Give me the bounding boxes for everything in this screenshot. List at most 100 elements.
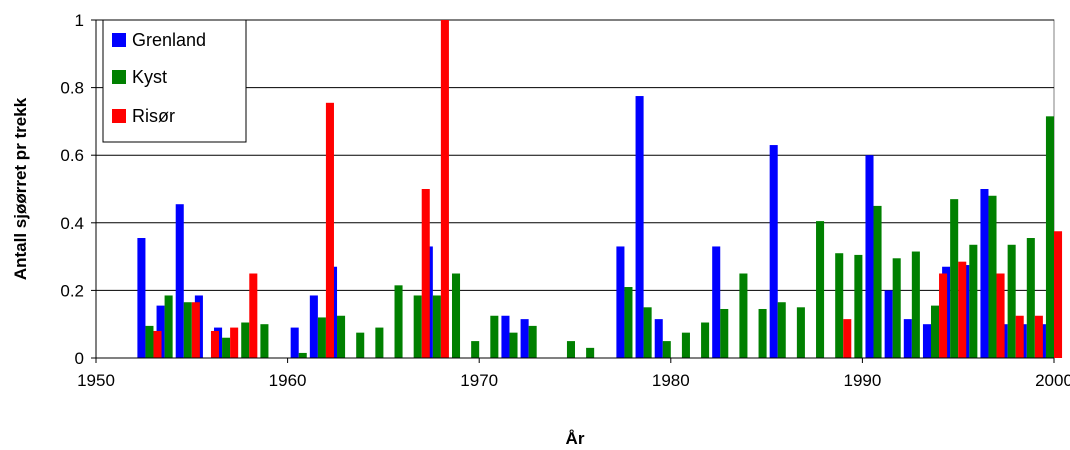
bar bbox=[835, 253, 844, 358]
bar bbox=[421, 189, 430, 358]
bar bbox=[930, 305, 940, 358]
bar bbox=[1034, 315, 1043, 358]
bar bbox=[153, 330, 162, 358]
bar bbox=[509, 332, 518, 358]
bar bbox=[616, 246, 625, 358]
legend-swatch-grenland bbox=[112, 33, 126, 47]
bar bbox=[969, 244, 978, 358]
bar bbox=[950, 199, 959, 358]
bars bbox=[137, 20, 1063, 359]
bar bbox=[528, 325, 537, 358]
bar bbox=[884, 290, 893, 358]
bar bbox=[440, 20, 449, 358]
y-ticks: 0 0.2 0.4 0.6 0.8 1 bbox=[60, 11, 96, 368]
bar bbox=[290, 327, 299, 358]
bar bbox=[662, 341, 671, 358]
x-tick-label: 1990 bbox=[843, 371, 881, 390]
bar bbox=[1054, 231, 1063, 358]
y-tick-label: 0.8 bbox=[60, 79, 84, 98]
bar bbox=[145, 325, 154, 358]
legend-label-risor: Risør bbox=[132, 106, 175, 126]
bar bbox=[892, 258, 901, 358]
series-ris-r bbox=[153, 20, 1063, 358]
bar bbox=[816, 221, 825, 358]
legend-swatch-risor bbox=[112, 109, 126, 123]
bar bbox=[520, 319, 529, 358]
bar bbox=[222, 337, 231, 358]
y-tick-label: 0.4 bbox=[60, 214, 84, 233]
bar bbox=[777, 302, 786, 358]
bar bbox=[758, 308, 767, 358]
bar bbox=[413, 295, 422, 358]
legend-label-kyst: Kyst bbox=[132, 67, 167, 87]
bar bbox=[939, 273, 948, 358]
bar bbox=[739, 273, 748, 358]
legend-box bbox=[102, 19, 247, 143]
x-tick-label: 1970 bbox=[460, 371, 498, 390]
bar bbox=[375, 327, 384, 358]
bar bbox=[922, 324, 931, 358]
bar bbox=[501, 315, 510, 358]
bar bbox=[1007, 244, 1016, 358]
x-tick-label: 1980 bbox=[652, 371, 690, 390]
bar bbox=[873, 205, 882, 358]
bar bbox=[712, 246, 721, 358]
bar bbox=[586, 347, 595, 358]
bar bbox=[635, 96, 644, 359]
bar bbox=[210, 330, 220, 358]
bar bbox=[643, 307, 652, 358]
legend-label-grenland: Grenland bbox=[132, 30, 206, 50]
bar bbox=[796, 307, 805, 358]
bar bbox=[191, 302, 200, 358]
bar bbox=[230, 327, 239, 358]
legend: Grenland Kyst Risør bbox=[102, 19, 247, 143]
y-tick-label: 0.6 bbox=[60, 146, 84, 165]
y-tick-label: 0.2 bbox=[60, 281, 84, 300]
bar bbox=[903, 319, 912, 358]
bar bbox=[394, 285, 403, 358]
x-ticks: 1950 1960 1970 1980 1990 2000 bbox=[77, 358, 1070, 390]
bar bbox=[720, 308, 729, 358]
bar bbox=[260, 324, 269, 358]
bar bbox=[958, 261, 967, 358]
bar bbox=[624, 287, 633, 358]
bar bbox=[249, 273, 258, 358]
bar bbox=[490, 315, 499, 358]
bar bbox=[337, 315, 346, 358]
x-tick-label: 1950 bbox=[77, 371, 115, 390]
bar bbox=[309, 295, 318, 358]
bar bbox=[980, 189, 989, 358]
y-tick-label: 1 bbox=[75, 11, 84, 30]
bar bbox=[854, 254, 863, 358]
bar bbox=[183, 302, 192, 358]
bar bbox=[137, 238, 146, 358]
bar bbox=[298, 352, 307, 358]
bar bbox=[356, 332, 365, 358]
bar bbox=[317, 317, 326, 358]
y-tick-label: 0 bbox=[75, 349, 84, 368]
bar bbox=[1045, 116, 1054, 358]
bar bbox=[988, 195, 997, 358]
bar bbox=[1026, 238, 1035, 358]
bar bbox=[769, 145, 778, 358]
bar bbox=[1015, 315, 1024, 358]
legend-swatch-kyst bbox=[112, 70, 126, 84]
bar bbox=[654, 319, 663, 358]
bar bbox=[911, 251, 920, 358]
series-kyst bbox=[145, 116, 1054, 358]
bar bbox=[175, 204, 184, 358]
bar bbox=[681, 332, 690, 358]
gridlines bbox=[96, 19, 1054, 291]
bar bbox=[325, 102, 334, 358]
bar bbox=[996, 273, 1005, 358]
bar bbox=[164, 295, 173, 358]
bar bbox=[843, 319, 852, 358]
y-axis-title: Antall sjøørret pr trekk bbox=[11, 97, 30, 280]
bar bbox=[701, 322, 710, 358]
x-tick-label: 1960 bbox=[269, 371, 307, 390]
bar bbox=[566, 341, 575, 358]
x-axis-title: År bbox=[566, 429, 585, 448]
x-tick-label: 2000 bbox=[1035, 371, 1070, 390]
bar bbox=[471, 341, 480, 358]
